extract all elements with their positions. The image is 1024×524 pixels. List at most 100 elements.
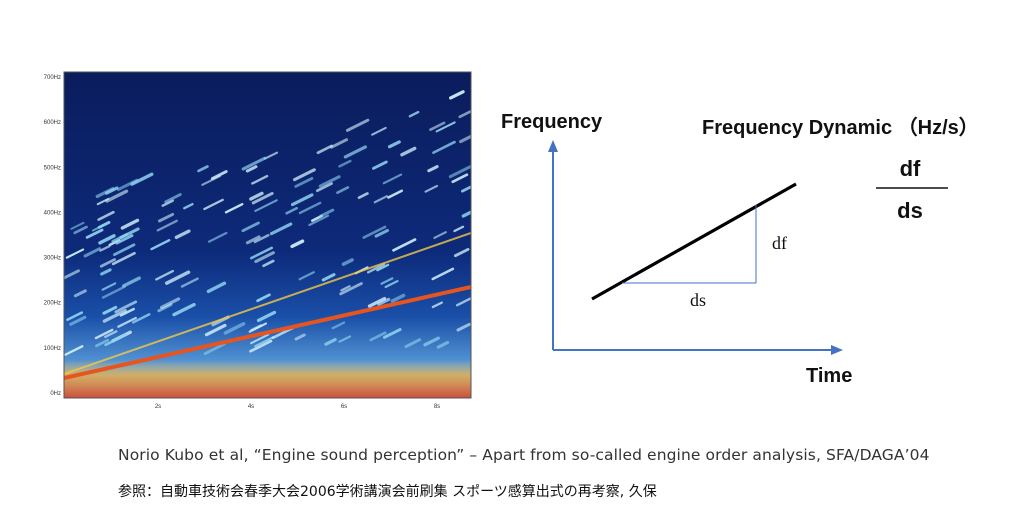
- spectrogram-harmonic-streak: [343, 145, 367, 159]
- spectrogram-harmonic-streak: [101, 282, 117, 291]
- spectrogram-harmonic-streak: [249, 246, 273, 260]
- spectrogram-harmonic-streak: [382, 328, 402, 339]
- spectrogram-harmonic-streak: [404, 338, 422, 349]
- spectrogram-y-tick-label: 500Hz: [44, 165, 61, 171]
- spectrogram-harmonic-streak: [254, 199, 278, 213]
- spectrogram-harmonic-streak: [387, 140, 401, 149]
- spectrogram-harmonic-streak: [373, 195, 388, 204]
- spectrogram-harmonic-streak: [315, 182, 333, 193]
- spectrogram-harmonic-streak: [339, 282, 363, 296]
- spectrogram-harmonic-streak: [197, 165, 209, 173]
- spectrogram-harmonic-streak: [203, 198, 224, 211]
- spectrogram-harmonic-streak: [102, 309, 127, 323]
- spectrogram-harmonic-streak: [390, 293, 406, 303]
- spectrogram-harmonic-streak: [94, 328, 114, 340]
- spectrogram-y-axis: 700Hz 600Hz 500Hz 400Hz 300Hz 200Hz 100Hz 0Hz: [44, 75, 61, 397]
- spectrogram-harmonic-streak: [330, 138, 349, 149]
- spectrogram-harmonic-streak: [158, 212, 175, 223]
- spectrogram-harmonic-streak: [262, 259, 275, 268]
- spectrogram-harmonic-streak: [108, 238, 121, 247]
- frequency-dynamic-diagram: Frequency Time Frequency Dynamic （Hz/s） …: [501, 111, 979, 387]
- spectrogram-harmonic-streak: [85, 228, 104, 239]
- spectrogram-harmonic-streak: [101, 285, 126, 299]
- spectrogram-harmonic-streak: [172, 302, 196, 317]
- spectrogram-harmonic-streak: [105, 189, 129, 203]
- spectrogram-harmonic-streak: [432, 140, 456, 154]
- spectrogram-harmonic-streak: [427, 165, 439, 173]
- spectrogram-harmonic-streak: [98, 234, 116, 245]
- spectrogram-harmonic-streak: [318, 175, 341, 188]
- spectrogram-x-tick-label: 6s: [341, 404, 347, 410]
- spectrogram-harmonic-streak: [113, 243, 136, 256]
- spectrogram-harmonic-streak: [223, 322, 246, 335]
- spectrogram-harmonic-streak: [264, 151, 279, 160]
- spectrogram-harmonic-streak: [160, 297, 181, 310]
- spectrogram-harmonic-streak: [408, 110, 420, 118]
- spectrogram-harmonic-streak: [65, 248, 85, 259]
- spectrogram-harmonic-streak: [116, 178, 139, 191]
- spectrogram-harmonic-streak: [104, 333, 128, 347]
- spectrogram-harmonic-streak: [241, 156, 267, 171]
- spectrogram-harmonic-streak: [164, 193, 182, 204]
- spectrogram-harmonic-streak: [224, 203, 244, 214]
- spectrogram-harmonic-streak: [174, 229, 191, 240]
- spectrogram-harmonic-streak: [341, 258, 354, 266]
- spectrogram-low-frequency-band: [64, 360, 471, 398]
- spectrogram-harmonic-streak: [117, 316, 137, 328]
- spectrogram-harmonic-streak: [204, 323, 227, 337]
- spectrogram-harmonic-streak: [250, 324, 263, 332]
- spectrogram-y-tick-label: 300Hz: [44, 256, 61, 262]
- frequency-trend-line: [591, 182, 797, 301]
- spectrogram-harmonic-streak: [345, 118, 370, 132]
- spectrogram-harmonic-streak: [436, 340, 450, 349]
- spectrogram-harmonic-line: [64, 232, 471, 375]
- spectrogram-y-tick-label: 0Hz: [50, 391, 61, 397]
- spectrogram: 700Hz 600Hz 500Hz 400Hz 300Hz 200Hz 100Hz 0Hz 2…: [44, 71, 472, 410]
- spectrogram-harmonic-streak: [157, 303, 173, 313]
- spectrogram-harmonic-streak: [120, 218, 140, 230]
- spectrogram-harmonic-streak: [324, 337, 337, 346]
- spectrogram-harmonic-streak: [451, 173, 469, 184]
- spectrogram-harmonic-streak: [285, 206, 299, 215]
- spectrogram-harmonic-streak: [251, 174, 269, 185]
- spectrogram-harmonic-streak: [362, 225, 387, 239]
- spectrogram-harmonic-streak: [433, 231, 447, 240]
- spectrogram-x-tick-label: 4s: [248, 404, 254, 410]
- spectrogram-harmonic-streak: [435, 121, 456, 133]
- spectrogram-harmonic-streak: [380, 277, 394, 285]
- spectrogram-harmonic-streak: [456, 322, 471, 332]
- y-axis-label: Frequency: [501, 111, 603, 133]
- diagram-title: Frequency Dynamic （Hz/s）: [702, 116, 979, 139]
- spectrogram-y-tick-label: 700Hz: [44, 75, 61, 81]
- spectrogram-harmonic-streak: [254, 335, 275, 348]
- spectrogram-harmonic-streak: [73, 289, 87, 298]
- spectrogram-harmonic-streak: [449, 90, 465, 100]
- spectrogram-harmonic-streak: [91, 224, 105, 232]
- spectrogram-harmonic-streak: [245, 165, 258, 173]
- spectrogram-harmonic-streak: [269, 222, 293, 236]
- spectrogram-harmonics: [64, 90, 471, 356]
- spectrogram-harmonic-streak: [290, 193, 314, 207]
- spectrogram-engine-order-line: [64, 285, 471, 380]
- spectrogram-harmonic-streak: [316, 144, 333, 155]
- spectrogram-harmonic-streak: [111, 251, 136, 266]
- spectrogram-harmonic-streak: [293, 168, 316, 182]
- spectrogram-harmonic-streak: [455, 296, 471, 307]
- spectrogram-harmonic-streak: [251, 191, 274, 205]
- df-label: df: [772, 233, 787, 253]
- spectrogram-harmonic-streak: [374, 228, 389, 238]
- spectrogram-harmonic-streak: [400, 146, 417, 157]
- spectrogram-harmonic-streak: [372, 160, 388, 170]
- spectrogram-harmonic-streak: [64, 345, 84, 356]
- spectrogram-harmonic-streak: [241, 221, 260, 233]
- spectrogram-harmonic-streak: [431, 301, 443, 309]
- spectrogram-harmonic-streak: [156, 219, 178, 232]
- spectrogram-harmonic-streak: [207, 231, 228, 243]
- spectrogram-harmonic-streak: [97, 210, 115, 221]
- spectrogram-x-tick-label: 2s: [155, 404, 161, 410]
- spectrogram-harmonic-streak: [150, 239, 171, 251]
- y-axis-arrowhead: [548, 140, 558, 152]
- spectrogram-harmonic-streak: [431, 267, 455, 281]
- spectrogram-harmonic-streak: [250, 333, 270, 345]
- spectrogram-harmonic-streak: [369, 331, 387, 342]
